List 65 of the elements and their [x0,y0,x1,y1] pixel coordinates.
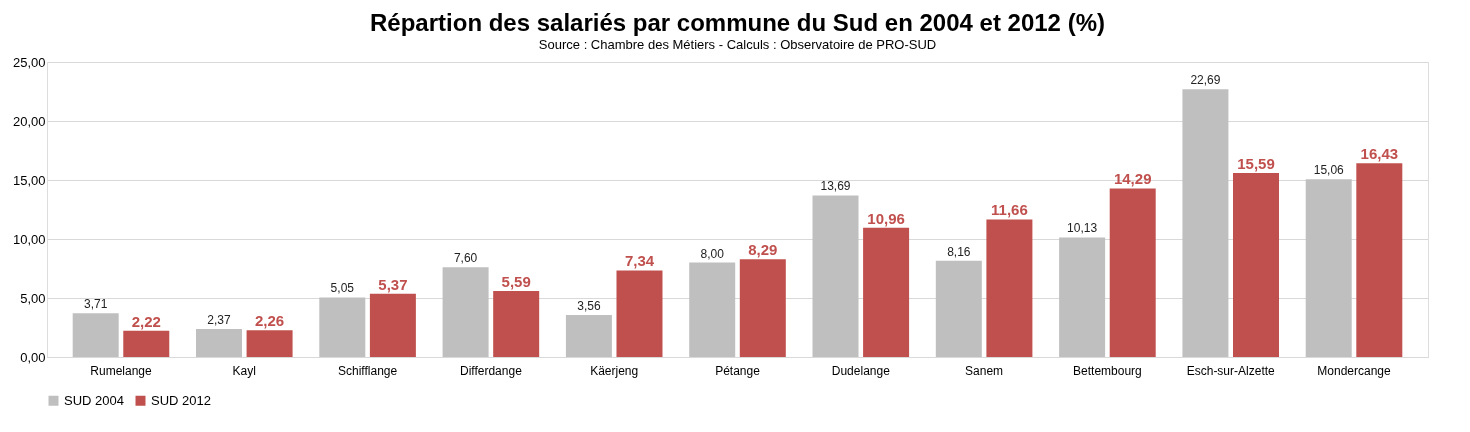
data-label: 8,16 [947,244,971,259]
data-label: 7,60 [453,251,478,266]
bar [1305,179,1352,357]
data-label: 2,37 [207,313,231,328]
bar [812,195,859,357]
x-tick-label: Käerjeng [590,363,639,378]
x-tick-label: Schifflange [338,363,398,378]
data-label: 2,26 [254,312,285,330]
data-label: 5,05 [330,281,355,296]
x-tick-label: Bettembourg [1073,363,1142,378]
data-label: 16,43 [1360,145,1399,163]
x-tick-label: Pétange [715,363,761,378]
bar [565,314,612,357]
chart-title: Répartion des salariés par commune du Sud en 2004 et 2012 (%) [370,9,1105,36]
y-tick-label: 25,00 [12,54,46,70]
legend-label: SUD 2004 [64,392,124,408]
x-tick-label: Mondercange [1317,363,1392,378]
chart-subtitle: Source : Chambre des Métiers - Calculs : Observatoire de PRO-SUD [538,37,937,52]
x-tick-label: Esch-sur-Alzette [1186,363,1276,378]
data-label: 22,69 [1190,73,1221,88]
bar [72,313,119,357]
bar [123,330,170,357]
x-tick-label: Dudelange [831,363,891,378]
bar [1059,237,1106,357]
data-label: 11,66 [991,201,1028,219]
x-tick-label: Sanem [965,363,1004,378]
y-tick-label: 5,00 [20,290,46,306]
data-label: 14,29 [1113,170,1152,188]
bar [1356,163,1403,357]
data-label: 3,56 [577,298,601,313]
x-tick-label: Differdange [459,363,523,378]
bar [986,219,1033,357]
bar [442,267,489,357]
data-label: 10,13 [1067,221,1098,236]
bar [1182,89,1229,357]
data-label: 8,29 [748,241,778,259]
bar [195,329,242,357]
bar [739,259,786,357]
legend-label: SUD 2012 [151,392,211,408]
y-tick-label: 15,00 [12,172,46,188]
data-label: 10,96 [867,209,905,227]
data-label: 15,06 [1313,163,1345,178]
data-label: 3,71 [84,297,108,312]
bar [863,227,910,357]
bar [1233,173,1280,357]
y-tick-label: 0,00 [20,349,46,365]
y-tick-label: 10,00 [12,231,46,247]
bar [1109,188,1156,357]
bar [319,297,366,357]
bar [369,293,416,357]
bar [493,291,540,357]
data-label: 7,34 [624,252,655,270]
bar [616,270,663,357]
data-label: 13,69 [820,179,851,194]
data-label: 2,22 [131,312,161,330]
x-tick-label: Kayl [232,363,256,378]
y-tick-label: 20,00 [12,113,46,129]
bar [689,262,736,357]
data-label: 5,37 [378,275,408,293]
bar [246,330,293,357]
bar [935,260,982,357]
x-tick-label: Rumelange [90,363,152,378]
data-label: 8,00 [700,246,725,261]
data-label: 15,59 [1237,155,1275,173]
data-label: 5,59 [501,273,531,291]
